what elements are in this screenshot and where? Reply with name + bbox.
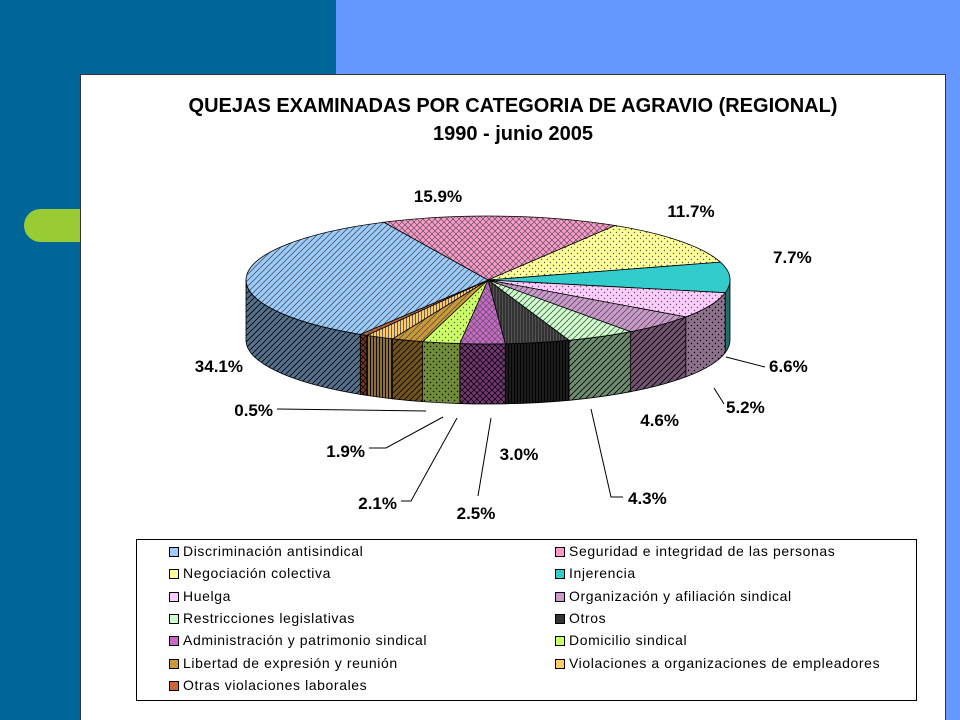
pie-side-11-0 xyxy=(359,333,368,396)
slice-label-3: 6.6% xyxy=(769,357,808,376)
slice-label-0: 15.9% xyxy=(414,187,462,206)
chart-title: QUEJAS EXAMINADAS POR CATEGORIA DE AGRAV… xyxy=(188,95,838,117)
legend-swatch xyxy=(169,569,179,580)
legend-swatch xyxy=(169,658,179,669)
legend-label: Seguridad e integridad de las personas xyxy=(569,543,836,559)
pie-chart: 15.9% 11.7% 7.7% 6.6% 5.2% 4.6% 4.3% 3.0% 2.5% 2.… xyxy=(195,187,812,523)
leader-line-11 xyxy=(276,408,427,412)
legend-item: Domicilio sindical xyxy=(555,632,687,648)
legend-item: Huelga xyxy=(169,588,231,604)
legend-label: Organización y afiliación sindical xyxy=(569,587,792,604)
pie-sides xyxy=(245,279,731,405)
pie-side-8-0 xyxy=(422,341,461,404)
leader-line-10 xyxy=(369,416,444,449)
pie-side-7-0 xyxy=(459,343,506,405)
pie-tops xyxy=(245,215,731,345)
slice-label-12: 34.1% xyxy=(195,357,243,376)
legend-label: Domicilio sindical xyxy=(569,632,688,649)
legend-label: Negociación colectiva xyxy=(183,565,332,582)
slice-label-6: 4.3% xyxy=(628,489,667,508)
slice-label-5: 4.6% xyxy=(640,411,679,430)
chart-frame: QUEJAS EXAMINADAS POR CATEGORIA DE AGRAV… xyxy=(80,74,946,720)
slice-label-11: 0.5% xyxy=(234,401,273,420)
legend-label: Injerencia xyxy=(569,565,636,582)
legend-swatch xyxy=(169,591,179,602)
legend-swatch xyxy=(555,658,565,669)
leader-line-4 xyxy=(713,387,725,405)
legend-item: Otros xyxy=(555,610,606,626)
chart-subtitle: 1990 - junio 2005 xyxy=(432,123,594,145)
slice-label-9: 2.1% xyxy=(358,494,397,513)
legend-swatch xyxy=(555,613,565,624)
slice-label-7: 3.0% xyxy=(500,445,539,464)
legend-label: Huelga xyxy=(183,587,231,604)
pie-side-5-0 xyxy=(568,331,632,401)
legend-swatch xyxy=(169,547,179,557)
slice-label-2: 7.7% xyxy=(773,248,812,267)
chart-legend: Discriminación antisindical Seguridad e i… xyxy=(136,539,917,701)
pie-side-9-0 xyxy=(392,338,424,403)
legend-swatch xyxy=(555,591,565,602)
legend-item: Discriminación antisindical xyxy=(169,543,363,559)
legend-swatch xyxy=(555,569,565,580)
pie-leaders xyxy=(276,356,766,502)
legend-swatch xyxy=(169,636,179,647)
legend-item: Administración y patrimonio sindical xyxy=(169,632,427,648)
pie-slice-12 xyxy=(245,221,489,335)
leader-line-9 xyxy=(401,417,458,502)
legend-item: Restricciones legislativas xyxy=(169,610,355,626)
slice-label-4: 5.2% xyxy=(726,398,765,417)
leader-line-8 xyxy=(477,417,492,497)
slice-label-1: 11.7% xyxy=(667,202,714,221)
pie-side-10-0 xyxy=(366,334,393,400)
legend-swatch xyxy=(169,613,179,624)
pie-side-6-0 xyxy=(504,339,570,405)
legend-label: Violaciones a organizaciones de empleado… xyxy=(569,654,881,671)
slice-label-10: 1.9% xyxy=(326,442,365,461)
pie-labels: 15.9% 11.7% 7.7% 6.6% 5.2% 4.6% 4.3% 3.0% 2.5% 2.… xyxy=(195,187,812,523)
legend-item: Injerencia xyxy=(555,565,636,581)
legend-swatch xyxy=(555,547,565,557)
legend-label: Administración y patrimonio sindical xyxy=(183,632,428,649)
legend-label: Restricciones legislativas xyxy=(183,609,355,626)
pie-slice-2 xyxy=(487,261,731,294)
legend-item: Seguridad e integridad de las personas xyxy=(555,543,835,559)
pie-slice-0 xyxy=(382,215,617,281)
legend-swatch xyxy=(169,680,179,691)
legend-label: Discriminación antisindical xyxy=(183,543,364,559)
leader-line-3 xyxy=(725,356,766,368)
legend-item: Organización y afiliación sindical xyxy=(555,588,792,604)
leader-line-6 xyxy=(590,408,623,498)
legend-item: Violaciones a organizaciones de empleado… xyxy=(555,655,880,671)
slice-label-8: 2.5% xyxy=(457,504,496,523)
legend-swatch xyxy=(555,636,565,647)
legend-item: Otras violaciones laborales xyxy=(169,677,367,693)
legend-item: Negociación colectiva xyxy=(169,565,331,581)
legend-item: Libertad de expresión y reunión xyxy=(169,655,398,671)
legend-label: Otros xyxy=(569,609,607,626)
legend-label: Otras violaciones laborales xyxy=(183,676,368,693)
legend-label: Libertad de expresión y reunión xyxy=(183,654,398,671)
